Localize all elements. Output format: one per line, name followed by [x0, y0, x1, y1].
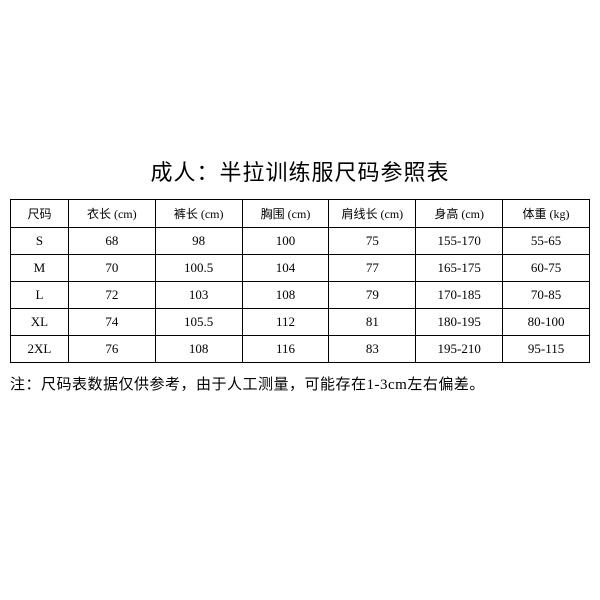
cell-value: 98 [155, 228, 242, 255]
cell-value: 103 [155, 282, 242, 309]
cell-size: XL [11, 309, 69, 336]
cell-value: 60-75 [503, 255, 590, 282]
header-length: 衣长 (cm) [68, 200, 155, 228]
cell-size: S [11, 228, 69, 255]
cell-value: 77 [329, 255, 416, 282]
cell-value: 105.5 [155, 309, 242, 336]
cell-value: 108 [155, 336, 242, 363]
footnote-text: 注：尺码表数据仅供参考，由于人工测量，可能存在1-3cm左右偏差。 [10, 373, 590, 394]
cell-value: 180-195 [416, 309, 503, 336]
cell-value: 100 [242, 228, 329, 255]
cell-value: 83 [329, 336, 416, 363]
cell-value: 108 [242, 282, 329, 309]
cell-value: 74 [68, 309, 155, 336]
cell-value: 104 [242, 255, 329, 282]
cell-size: M [11, 255, 69, 282]
cell-value: 79 [329, 282, 416, 309]
cell-value: 95-115 [503, 336, 590, 363]
table-row: 2XL 76 108 116 83 195-210 95-115 [11, 336, 590, 363]
cell-value: 112 [242, 309, 329, 336]
cell-value: 195-210 [416, 336, 503, 363]
cell-value: 75 [329, 228, 416, 255]
cell-value: 70-85 [503, 282, 590, 309]
cell-value: 68 [68, 228, 155, 255]
size-table: 尺码 衣长 (cm) 裤长 (cm) 胸围 (cm) 肩线长 (cm) 身高 (… [10, 199, 590, 363]
table-row: XL 74 105.5 112 81 180-195 80-100 [11, 309, 590, 336]
table-row: M 70 100.5 104 77 165-175 60-75 [11, 255, 590, 282]
cell-value: 72 [68, 282, 155, 309]
table-header-row: 尺码 衣长 (cm) 裤长 (cm) 胸围 (cm) 肩线长 (cm) 身高 (… [11, 200, 590, 228]
cell-value: 170-185 [416, 282, 503, 309]
cell-value: 70 [68, 255, 155, 282]
cell-value: 155-170 [416, 228, 503, 255]
header-pants: 裤长 (cm) [155, 200, 242, 228]
cell-value: 165-175 [416, 255, 503, 282]
cell-value: 100.5 [155, 255, 242, 282]
chart-title: 成人：半拉训练服尺码参照表 [10, 155, 590, 187]
cell-value: 81 [329, 309, 416, 336]
cell-value: 80-100 [503, 309, 590, 336]
cell-value: 55-65 [503, 228, 590, 255]
table-row: S 68 98 100 75 155-170 55-65 [11, 228, 590, 255]
size-chart-container: 成人：半拉训练服尺码参照表 尺码 衣长 (cm) 裤长 (cm) 胸围 (cm)… [10, 155, 590, 394]
header-shoulder: 肩线长 (cm) [329, 200, 416, 228]
table-row: L 72 103 108 79 170-185 70-85 [11, 282, 590, 309]
header-height: 身高 (cm) [416, 200, 503, 228]
header-weight: 体重 (kg) [503, 200, 590, 228]
header-chest: 胸围 (cm) [242, 200, 329, 228]
header-size: 尺码 [11, 200, 69, 228]
cell-size: L [11, 282, 69, 309]
cell-value: 76 [68, 336, 155, 363]
cell-size: 2XL [11, 336, 69, 363]
cell-value: 116 [242, 336, 329, 363]
